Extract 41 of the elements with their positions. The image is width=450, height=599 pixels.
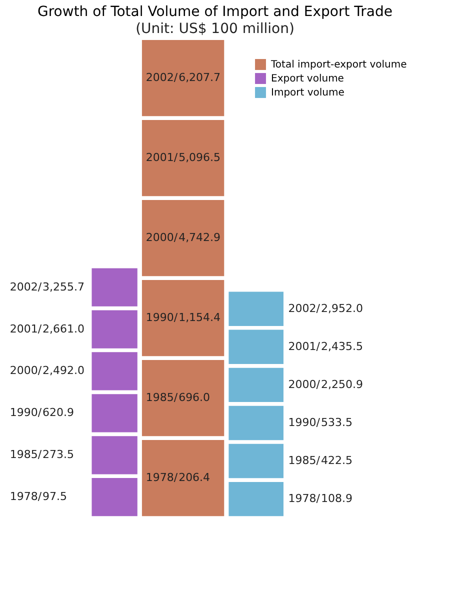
data-label: 2,492.0 <box>42 364 85 378</box>
category-label: 1978/ <box>146 471 178 484</box>
category-label: 1978/ <box>288 492 320 506</box>
data-label: 6,207.7 <box>178 71 221 84</box>
data-label: 533.5 <box>321 416 352 429</box>
category-label: 2002/ <box>288 302 320 315</box>
category-label: 2001/ <box>10 322 42 336</box>
category-label: 1985/ <box>146 391 178 404</box>
category-label: 2002/ <box>10 280 42 294</box>
data-label: 2,952.0 <box>321 302 363 315</box>
data-label: 696.0 <box>178 391 210 404</box>
category-label: 1985/ <box>10 448 42 462</box>
data-label: 620.9 <box>42 406 74 420</box>
category-label: 2001/ <box>146 151 178 164</box>
category-label: 1985/ <box>288 454 320 468</box>
data-label: 422.5 <box>321 454 352 468</box>
category-label: 2002/ <box>146 71 178 84</box>
data-label: 4,742.9 <box>178 231 221 244</box>
category-label: 1990/ <box>10 406 42 420</box>
legend-label: Import volume <box>271 88 344 98</box>
data-label: 3,255.7 <box>42 280 85 294</box>
category-label: 2000/ <box>288 378 320 391</box>
category-label: 2000/ <box>146 231 178 244</box>
category-label: 1990/ <box>146 311 178 324</box>
text: Growth of Total Volume of Import and Export Trade <box>38 4 392 20</box>
data-label: 1,154.4 <box>178 311 221 324</box>
data-label: 2,250.9 <box>321 378 363 391</box>
data-label: 206.4 <box>178 471 210 484</box>
category-label: 2000/ <box>10 364 42 378</box>
legend-label: Total import-export volume <box>270 60 407 70</box>
text: (Unit: US$ 100 million) <box>136 21 294 37</box>
category-label: 2001/ <box>288 340 320 353</box>
data-label: 97.5 <box>42 490 68 504</box>
data-label: 5,096.5 <box>178 151 221 164</box>
data-label: 2,661.0 <box>42 322 85 336</box>
category-label: 1978/ <box>10 490 42 504</box>
category-label: 1990/ <box>288 416 320 429</box>
legend-label: Export volume <box>271 74 344 84</box>
data-label: 2,435.5 <box>321 340 363 353</box>
data-label: 108.9 <box>321 492 352 506</box>
data-label: 273.5 <box>42 448 74 462</box>
